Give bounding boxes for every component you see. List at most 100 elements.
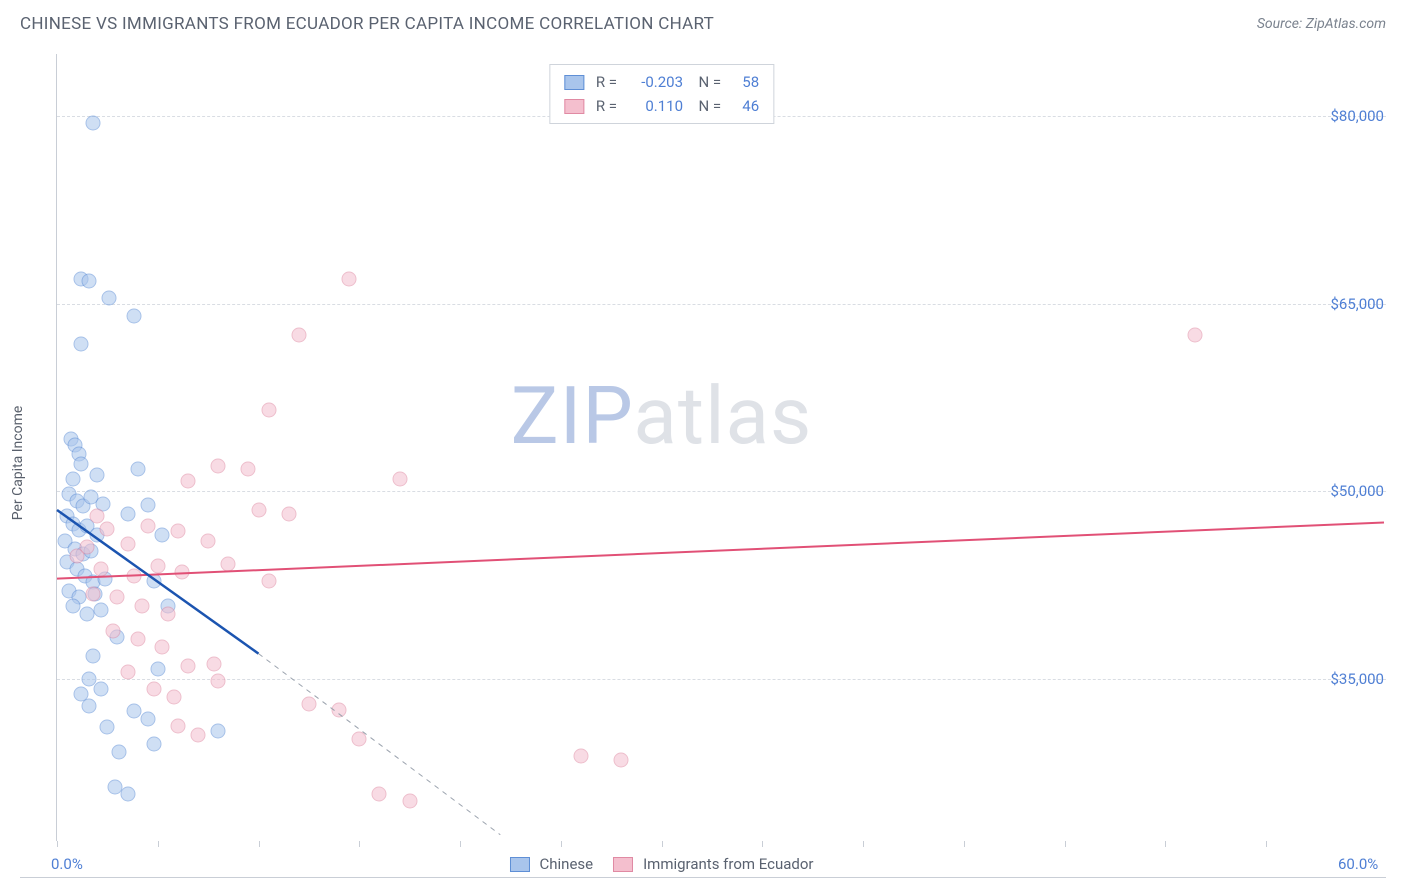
y-axis-label: Per Capita Income xyxy=(10,405,26,520)
x-tick xyxy=(57,841,58,847)
data-point xyxy=(301,696,316,711)
y-tick-label: $65,000 xyxy=(1274,295,1384,313)
data-point xyxy=(342,271,357,286)
data-point xyxy=(134,599,149,614)
trend-lines xyxy=(57,54,1266,841)
data-point xyxy=(150,661,165,676)
legend-item-ecuador: Immigrants from Ecuador xyxy=(613,855,813,873)
data-point xyxy=(126,309,141,324)
data-point xyxy=(614,752,629,767)
data-point xyxy=(106,624,121,639)
data-point xyxy=(82,699,97,714)
x-tick xyxy=(863,841,864,847)
legend-row-chinese: R =-0.203 N =58 xyxy=(564,70,759,94)
x-tick-min: 0.0% xyxy=(51,855,83,873)
data-point xyxy=(74,456,89,471)
data-point xyxy=(74,336,89,351)
data-point xyxy=(154,527,169,542)
chart-title: CHINESE VS IMMIGRANTS FROM ECUADOR PER C… xyxy=(20,14,714,34)
data-point xyxy=(120,786,135,801)
gridline xyxy=(57,491,1386,492)
x-tick xyxy=(359,841,360,847)
x-tick xyxy=(662,841,663,847)
data-point xyxy=(291,328,306,343)
data-point xyxy=(86,649,101,664)
gridline xyxy=(57,679,1386,680)
swatch-ecuador-icon xyxy=(613,857,633,872)
data-point xyxy=(170,524,185,539)
chart-area: Per Capita Income ZIPatlas R =-0.203 N =… xyxy=(20,48,1386,878)
data-point xyxy=(392,471,407,486)
data-point xyxy=(130,461,145,476)
data-point xyxy=(82,274,97,289)
data-point xyxy=(372,786,387,801)
data-point xyxy=(221,556,236,571)
data-point xyxy=(110,590,125,605)
y-tick-label: $80,000 xyxy=(1274,107,1384,125)
data-point xyxy=(100,720,115,735)
data-point xyxy=(281,506,296,521)
data-point xyxy=(180,659,195,674)
source-attribution: Source: ZipAtlas.com xyxy=(1257,16,1386,32)
data-point xyxy=(86,586,101,601)
watermark: ZIPatlas xyxy=(511,369,813,463)
x-tick xyxy=(1266,841,1267,847)
data-point xyxy=(1188,328,1203,343)
data-point xyxy=(126,704,141,719)
data-point xyxy=(154,640,169,655)
x-tick-max: 60.0% xyxy=(1338,855,1378,873)
x-tick xyxy=(964,841,965,847)
data-point xyxy=(90,467,105,482)
data-point xyxy=(261,403,276,418)
data-point xyxy=(120,536,135,551)
data-point xyxy=(120,665,135,680)
data-point xyxy=(241,461,256,476)
data-point xyxy=(130,631,145,646)
data-point xyxy=(180,474,195,489)
data-point xyxy=(140,519,155,534)
data-point xyxy=(332,702,347,717)
x-tick xyxy=(259,841,260,847)
swatch-ecuador xyxy=(564,99,584,114)
x-tick xyxy=(762,841,763,847)
data-point xyxy=(174,565,189,580)
data-point xyxy=(352,731,367,746)
data-point xyxy=(573,749,588,764)
data-point xyxy=(100,521,115,536)
swatch-chinese xyxy=(564,75,584,90)
data-point xyxy=(160,606,175,621)
data-point xyxy=(102,290,117,305)
gridline xyxy=(57,304,1386,305)
correlation-legend: R =-0.203 N =58 R =0.110 N =46 xyxy=(549,64,774,124)
data-point xyxy=(66,471,81,486)
data-point xyxy=(261,574,276,589)
y-tick-label: $35,000 xyxy=(1274,670,1384,688)
data-point xyxy=(66,599,81,614)
data-point xyxy=(94,561,109,576)
data-point xyxy=(80,606,95,621)
data-point xyxy=(251,502,266,517)
y-tick-label: $50,000 xyxy=(1274,482,1384,500)
data-point xyxy=(86,115,101,130)
data-point xyxy=(146,736,161,751)
data-point xyxy=(211,724,226,739)
data-point xyxy=(94,602,109,617)
data-point xyxy=(201,534,216,549)
data-point xyxy=(140,711,155,726)
data-point xyxy=(120,506,135,521)
x-tick xyxy=(460,841,461,847)
data-point xyxy=(140,497,155,512)
data-point xyxy=(402,794,417,809)
x-tick xyxy=(1165,841,1166,847)
plot-region: ZIPatlas R =-0.203 N =58 R =0.110 N =46 … xyxy=(56,54,1266,841)
data-point xyxy=(94,681,109,696)
swatch-chinese-icon xyxy=(509,857,529,872)
x-tick xyxy=(561,841,562,847)
x-tick xyxy=(158,841,159,847)
data-point xyxy=(150,559,165,574)
series-legend: Chinese Immigrants from Ecuador xyxy=(509,855,813,873)
data-point xyxy=(126,569,141,584)
data-point xyxy=(170,719,185,734)
data-point xyxy=(146,574,161,589)
data-point xyxy=(112,745,127,760)
